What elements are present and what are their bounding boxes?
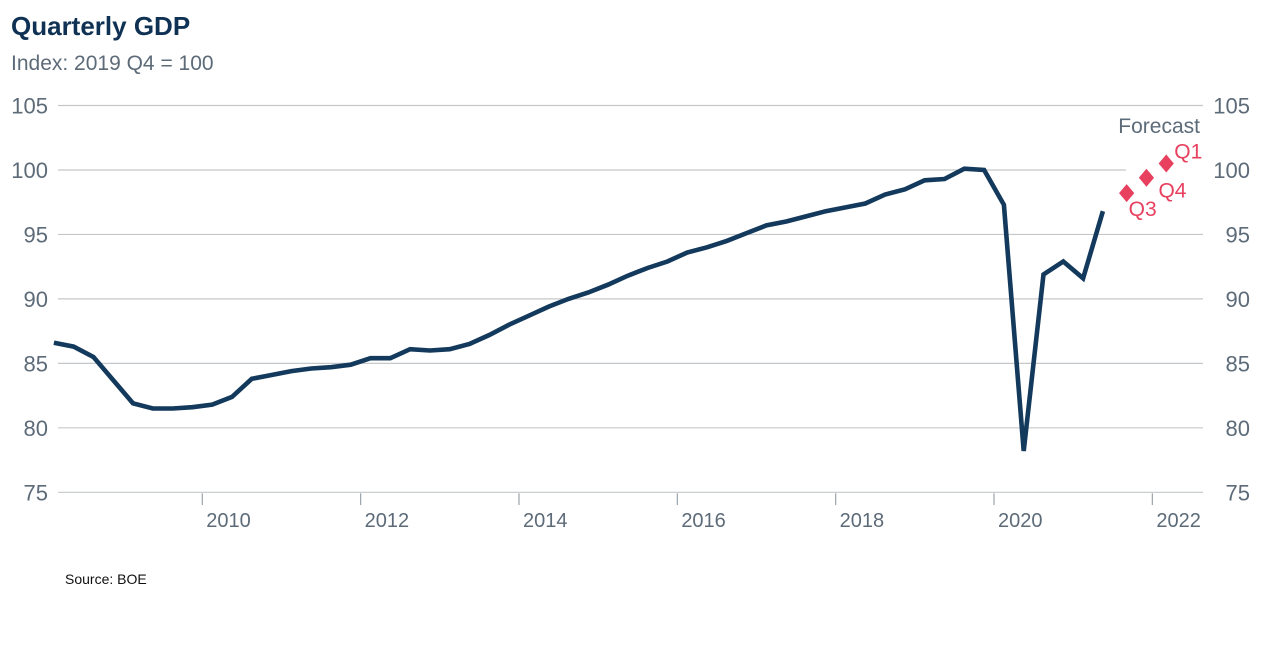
y-axis-label-left-80: 80	[24, 416, 48, 441]
y-axis-label-right-105: 105	[1213, 94, 1250, 119]
forecast-diamond-q1-2022	[1158, 154, 1174, 173]
y-axis-label-right-90: 90	[1226, 287, 1250, 312]
forecast-point-label-q4-2021: Q4	[1158, 180, 1186, 203]
x-axis-label-2014: 2014	[523, 510, 568, 532]
x-axis-label-2018: 2018	[840, 510, 885, 532]
forecast-label: Forecast	[1118, 115, 1200, 138]
x-axis-label-2016: 2016	[681, 510, 726, 532]
y-axis-label-left-90: 90	[24, 287, 48, 312]
source-note: Source: BOE	[65, 571, 147, 587]
y-axis-label-left-85: 85	[24, 351, 48, 376]
y-axis-label-right-80: 80	[1226, 416, 1250, 441]
y-axis-label-right-75: 75	[1226, 480, 1250, 505]
gdp-line	[53, 166, 1106, 452]
x-axis-label-2010: 2010	[206, 510, 251, 532]
y-axis-label-left-105: 105	[11, 94, 48, 119]
y-axis-label-right-95: 95	[1226, 222, 1250, 247]
y-axis-label-left-100: 100	[11, 158, 48, 183]
y-axis-label-right-85: 85	[1226, 351, 1250, 376]
y-axis-label-right-100: 100	[1213, 158, 1250, 183]
forecast-diamond-q3-2021	[1119, 184, 1135, 203]
x-axis-label-2022: 2022	[1156, 510, 1201, 532]
forecast-point-label-q1-2022: Q1	[1174, 141, 1202, 164]
forecast-point-label-q3-2021: Q3	[1129, 198, 1157, 221]
x-axis-label-2012: 2012	[365, 510, 410, 532]
chart-title: Quarterly GDP	[11, 11, 191, 41]
x-axis-label-2020: 2020	[998, 510, 1043, 532]
y-axis-label-left-75: 75	[24, 480, 48, 505]
y-axis-label-left-95: 95	[24, 222, 48, 247]
forecast-diamond-q4-2021	[1138, 168, 1155, 187]
chart-subtitle: Index: 2019 Q4 = 100	[11, 52, 214, 75]
